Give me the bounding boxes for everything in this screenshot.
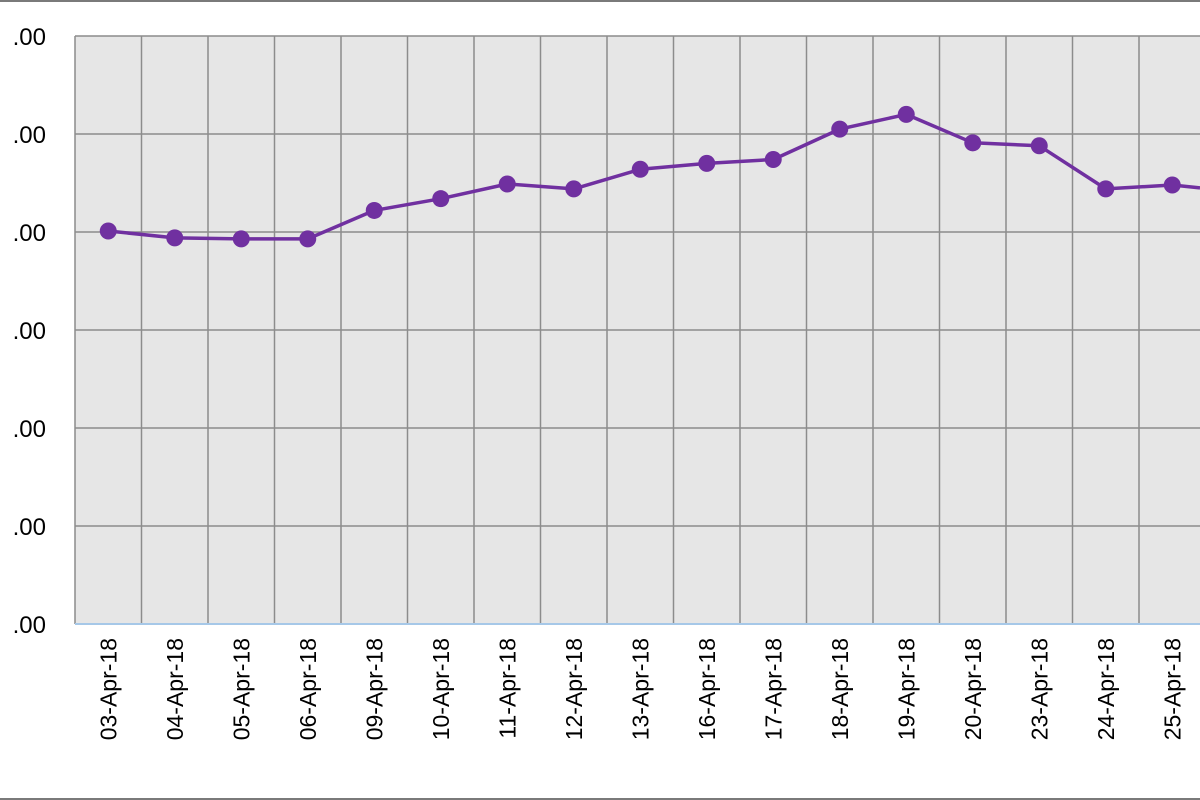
x-tick-label: 17-Apr-18 — [760, 638, 786, 740]
x-tick-label: 13-Apr-18 — [627, 638, 653, 740]
x-tick-label: 04-Apr-18 — [162, 638, 188, 740]
x-tick-label: 18-Apr-18 — [827, 638, 853, 740]
x-tick-label: 06-Apr-18 — [295, 638, 321, 740]
y-tick-label: .00 — [13, 122, 46, 149]
horizontal-gridlines — [75, 35, 1200, 527]
y-axis-tick-labels: .00 .00 .00 .00 .00 .00 .00 — [13, 24, 46, 639]
data-point — [1030, 137, 1048, 155]
data-point — [964, 134, 982, 152]
data-point — [432, 190, 450, 208]
data-point — [565, 180, 583, 198]
x-tick-label: 25-Apr-18 — [1159, 638, 1185, 740]
data-point — [631, 160, 649, 178]
x-tick-label: 10-Apr-18 — [428, 638, 454, 740]
x-tick-label: 05-Apr-18 — [228, 638, 254, 740]
data-point — [698, 154, 716, 172]
data-point — [299, 230, 317, 248]
data-point — [1163, 176, 1181, 194]
data-point — [166, 229, 184, 247]
y-tick-label: .00 — [13, 514, 46, 541]
x-tick-label: 20-Apr-18 — [960, 638, 986, 740]
series-line — [108, 112, 1200, 241]
data-point — [897, 105, 915, 123]
y-tick-label: .00 — [13, 220, 46, 247]
series-markers — [99, 105, 1181, 248]
x-tick-label: 19-Apr-18 — [893, 638, 919, 740]
data-point — [498, 175, 516, 193]
data-point — [764, 150, 782, 168]
x-tick-label: 03-Apr-18 — [95, 638, 121, 740]
data-point — [1097, 180, 1115, 198]
x-tick-label: 12-Apr-18 — [561, 638, 587, 740]
x-axis-tick-labels: 03-Apr-18 04-Apr-18 05-Apr-18 06-Apr-18 09-A… — [95, 638, 1185, 740]
x-tick-label: 11-Apr-18 — [494, 638, 520, 739]
y-tick-label: .00 — [13, 416, 46, 443]
data-point — [831, 120, 849, 138]
y-tick-label: .00 — [13, 612, 46, 639]
data-point — [99, 222, 117, 240]
x-tick-label: 16-Apr-18 — [694, 638, 720, 740]
data-point — [232, 230, 250, 248]
data-point — [365, 201, 383, 219]
x-tick-label: 09-Apr-18 — [361, 638, 387, 740]
x-tick-label: 24-Apr-18 — [1093, 638, 1119, 740]
y-tick-label: .00 — [13, 24, 46, 51]
x-tick-label: 23-Apr-18 — [1026, 638, 1052, 740]
y-tick-label: .00 — [13, 318, 46, 345]
